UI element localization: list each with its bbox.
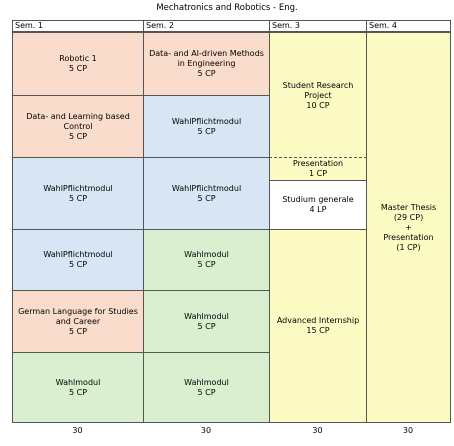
cell-text: 5 CP <box>68 326 88 336</box>
course-cell: Master Thesis (29 CP) + Presentation (1 CP) <box>366 32 451 423</box>
cell-text: (1 CP) <box>396 242 421 252</box>
course-cell: Data- and AI-driven Methods in Engineeri… <box>143 32 270 96</box>
column-header: Sem. 1 <box>12 20 144 32</box>
course-cell: Wahlmodul 5 CP <box>143 229 270 291</box>
cell-text: 5 CP <box>68 387 88 397</box>
cell-text: Wahlmodul <box>55 377 101 387</box>
cell-text: 10 CP <box>306 100 330 110</box>
cell-text: Wahlmodul <box>184 377 229 387</box>
cell-text: 5 CP <box>197 387 216 397</box>
credit-total: 30 <box>200 426 212 435</box>
course-cell: WahlPflichtmodul 5 CP <box>12 229 144 291</box>
cell-text: Data- and Learning based Control <box>26 111 130 131</box>
cell-text: WahlPflichtmodul <box>171 116 242 126</box>
cell-text: 5 CP <box>68 64 88 73</box>
cell-text: Data- and AI-driven Methods in Engineeri… <box>149 49 264 68</box>
course-cell: WahlPflichtmodul 5 CP <box>143 95 270 158</box>
cell-text: WahlPflichtmodul <box>43 183 113 193</box>
credit-total: 30 <box>402 426 414 435</box>
course-cell: Presentation 1 CP <box>269 157 367 181</box>
credit-total: 30 <box>72 426 83 435</box>
cell-text: WahlPflichtmodul <box>43 250 113 259</box>
cell-text: Presentation <box>383 232 434 242</box>
course-cell: WahlPflichtmodul 5 CP <box>143 157 270 230</box>
cell-text: 5 CP <box>197 126 216 136</box>
column-header: Sem. 3 <box>269 20 367 32</box>
cell-text: German Language for Studies and Career <box>18 306 138 326</box>
cell-text: 15 CP <box>306 326 330 335</box>
cell-text: Student Research Project <box>282 80 354 100</box>
course-cell: Wahlmodul 5 CP <box>12 352 144 423</box>
cell-text: 5 CP <box>68 193 88 203</box>
course-cell: Data- and Learning based Control 5 CP <box>12 95 144 158</box>
course-cell: Studium generale 4 LP <box>269 180 367 230</box>
cell-text: 5 CP <box>197 193 216 203</box>
cell-text: (29 CP) <box>393 212 424 222</box>
cell-text: 1 CP <box>308 169 328 178</box>
title: Mechatronics and Robotics - Eng. <box>156 3 298 13</box>
cell-text: Advanced Internship <box>276 316 360 325</box>
course-cell: Advanced Internship 15 CP <box>269 229 367 423</box>
cell-text: Studium generale <box>282 195 354 204</box>
cell-text: WahlPflichtmodul <box>171 183 242 193</box>
cell-text: 5 CP <box>197 69 216 78</box>
course-cell: Student Research Project 10 CP <box>269 32 367 158</box>
cell-text: 5 CP <box>68 260 88 269</box>
cell-text: + <box>405 222 412 232</box>
course-cell: Wahlmodul 5 CP <box>143 352 270 423</box>
course-cell: Wahlmodul 5 CP <box>143 290 270 353</box>
credit-total: 30 <box>312 426 323 435</box>
cell-text: Wahlmodul <box>184 311 229 321</box>
cell-text: Robotic 1 <box>59 54 97 63</box>
cell-text: 5 CP <box>197 260 216 269</box>
cell-text: 5 CP <box>68 131 88 141</box>
column-header: Sem. 4 <box>366 20 451 32</box>
course-cell: German Language for Studies and Career 5 … <box>12 290 144 353</box>
cell-text: Presentation <box>292 159 344 168</box>
cell-text: 5 CP <box>197 321 216 331</box>
cell-text: 4 LP <box>309 205 327 214</box>
column-header: Sem. 2 <box>143 20 270 32</box>
cell-text: Master Thesis <box>380 202 437 212</box>
course-cell: WahlPflichtmodul 5 CP <box>12 157 144 230</box>
cell-text: Wahlmodul <box>184 250 229 259</box>
